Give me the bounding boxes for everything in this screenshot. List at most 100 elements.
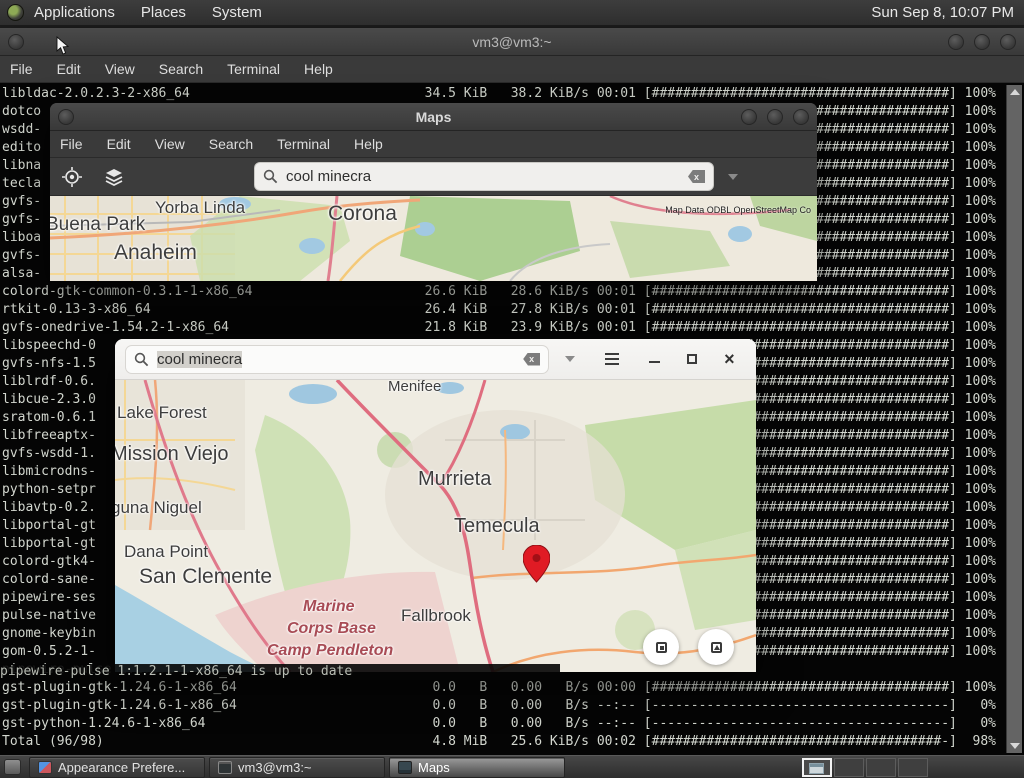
map-label: Camp Pendleton [267,642,394,659]
terminal-menu-item[interactable]: File [10,61,33,77]
terminal-menu-item[interactable]: Search [158,61,204,77]
menu-item[interactable]: Help [354,136,383,152]
terminal-scrollbar[interactable] [1006,85,1022,753]
taskbar-button-maps[interactable]: Maps [389,756,565,778]
maximize-button[interactable] [974,34,990,50]
minimize-icon [649,360,661,364]
search-input[interactable]: cool minecra x [254,162,714,191]
clear-search-icon[interactable]: x [523,352,541,366]
map-label: Temecula [454,515,540,537]
maps-back-menubar: File Edit View Search Terminal Help [50,131,817,158]
clear-search-icon[interactable]: x [688,170,705,183]
taskbar-buttons: Appearance Prefere... vm3@vm3:~ Maps [29,756,569,778]
map-label: Mission Viejo [115,443,229,465]
search-text: cool minecra [157,350,243,368]
panel-menus: Applications Places System [34,4,288,21]
search-icon [134,352,149,366]
map-front-tiles [115,380,756,672]
menu-item[interactable]: File [60,136,83,152]
chevron-down-icon[interactable] [565,356,576,362]
close-button[interactable] [1000,34,1016,50]
menu-item[interactable]: Terminal [277,136,331,152]
terminal-title: vm3@vm3:~ [472,33,552,50]
maximize-button[interactable] [680,346,705,372]
chevron-down-icon[interactable] [728,173,738,180]
workspace-window-thumbnail [809,762,824,774]
map-back-tiles [50,196,817,281]
maximize-button[interactable] [767,109,783,125]
search-text: cool minecra [286,168,372,185]
map-label: Marine [303,598,355,615]
taskbar: Appearance Prefere... vm3@vm3:~ Maps [0,755,1024,778]
map-pin-icon[interactable] [523,545,550,583]
map-label: Anaheim [114,241,197,264]
terminal-titlebar[interactable]: vm3@vm3:~ [0,28,1024,56]
map-label: San Clemente [139,565,273,588]
map-label: Buena Park [50,214,146,235]
layers-icon[interactable] [104,167,124,187]
terminal-row: rtkit-0.13-3-x86_64 26.4 KiB 27.8 KiB/s … [2,302,996,317]
minimize-button[interactable] [642,346,667,372]
terminal-row: gvfs-onedrive-1.54.2-1-x86_64 21.8 KiB 2… [2,320,996,335]
map-label: Dana Point [124,542,209,561]
maps-window-front: cool minecra x × [115,339,756,672]
top-panel: Applications Places System Sun Sep 8, 10:0… [0,0,1024,26]
window-menu-button[interactable] [8,34,24,50]
menu-item[interactable]: Search [208,136,254,152]
menu-item[interactable]: View [154,136,185,152]
window-menu-button[interactable] [58,109,74,125]
taskbar-button-label: Maps [418,759,450,775]
map-label: Yorba Linda [155,198,246,217]
taskbar-button-label: vm3@vm3:~ [238,759,312,775]
scroll-down-icon[interactable] [1010,743,1020,749]
workspace-cell-2[interactable] [834,757,864,777]
minimize-button[interactable] [741,109,757,125]
panel-menu[interactable]: System [211,4,262,21]
panel-menu[interactable]: Places [140,4,186,21]
menu-item[interactable]: Edit [106,136,131,152]
map-front-canvas[interactable]: Menifee Lake Forest Mission Viejo Murrieta g… [115,380,756,672]
mouse-cursor [56,36,70,55]
workspace-cell-1[interactable] [802,757,832,777]
taskbar-button-appearance-prefere-[interactable]: Appearance Prefere... [29,756,205,778]
workspace-cell-4[interactable] [898,757,928,777]
frame-icon [655,641,667,653]
map-label: Lake Forest [117,403,207,422]
hamburger-menu-button[interactable] [599,346,624,372]
workspace-cell-3[interactable] [866,757,896,777]
panel-clock[interactable]: Sun Sep 8, 10:07 PM [871,4,1014,21]
taskbar-button-vm3-vm3-[interactable]: vm3@vm3:~ [209,756,385,778]
terminal-menu-item[interactable]: Terminal [227,61,281,77]
search-icon [263,169,278,184]
maps-back-titlebar[interactable]: Maps [50,103,817,131]
terminal-row: Total (96/98) 4.8 MiB 25.6 KiB/s 00:02 [… [2,734,996,749]
terminal-row: gst-plugin-gtk-1.24.6-1-x86_64 0.0 B 0.0… [2,680,996,695]
distro-menu-icon[interactable] [7,4,24,21]
panel-menu[interactable]: Applications [34,4,115,21]
map-goto-button[interactable] [698,629,734,665]
maps-front-headerbar[interactable]: cool minecra x × [115,339,756,380]
map-back-canvas[interactable]: Yorba Linda Corona Buena Park Anaheim Map D… [50,196,817,281]
terminal-menu-item[interactable]: View [104,61,135,77]
terminal-menubar: File Edit View Search Terminal Help [0,56,1024,83]
scroll-up-icon[interactable] [1010,89,1020,95]
terminal-row: gst-plugin-gtk-1.24.6-1-x86_64 0.0 B 0.0… [2,698,996,713]
terminal-row: libldac-2.0.2.3-2-x86_64 34.5 KiB 38.2 K… [2,86,996,101]
close-button[interactable] [793,109,809,125]
map-label: Menifee [388,380,442,395]
terminal-icon [218,760,232,774]
minimize-button[interactable] [948,34,964,50]
close-button[interactable]: × [717,346,742,372]
locate-target-icon[interactable] [62,166,82,187]
search-input[interactable]: cool minecra x [125,344,550,374]
map-scale-button[interactable] [643,629,679,665]
map-label: Murrieta [418,468,492,490]
show-desktop-icon[interactable] [4,759,21,775]
maps-icon [398,760,412,774]
maps-back-title: Maps [415,108,452,125]
hamburger-icon [604,351,619,367]
terminal-uptodate-line: pipewire-pulse 1:1.2.1-1-x86_64 is up to… [0,664,560,680]
export-icon [710,641,722,653]
terminal-menu-item[interactable]: Edit [56,61,81,77]
terminal-menu-item[interactable]: Help [304,61,333,77]
